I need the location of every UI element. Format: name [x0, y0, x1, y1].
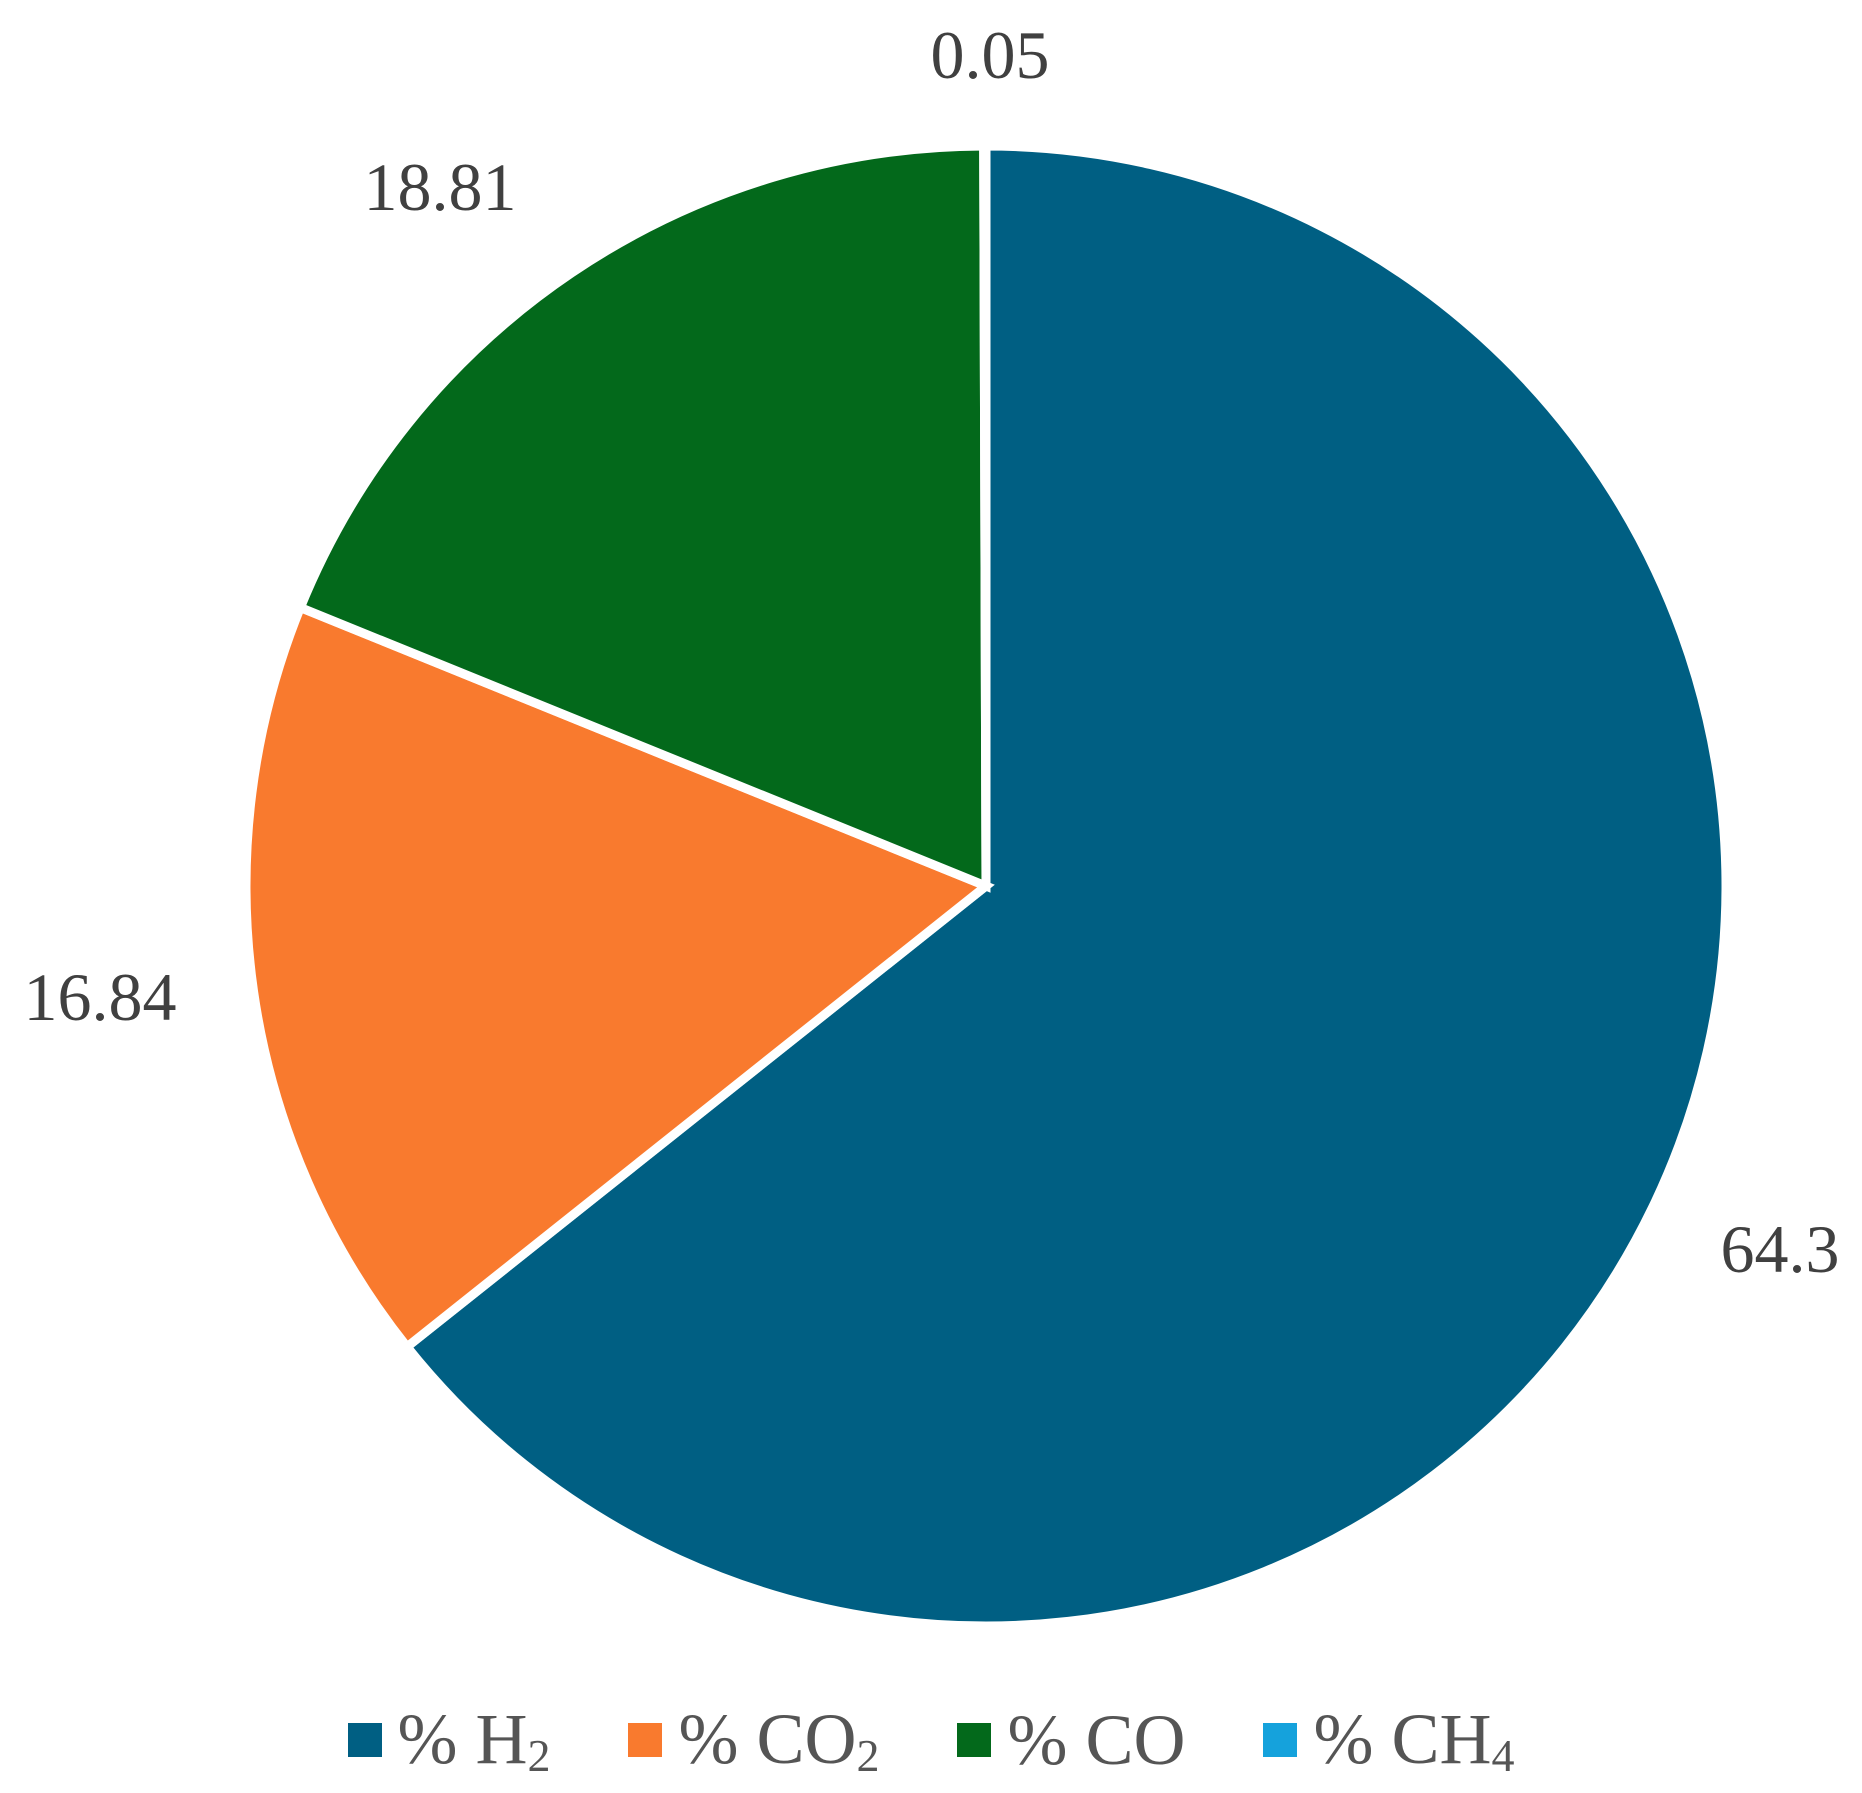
legend-label: % H2 — [397, 1699, 551, 1781]
legend-label: % CO — [1007, 1699, 1186, 1780]
legend-swatch — [957, 1723, 992, 1757]
legend-item-0: % H2 — [347, 1698, 551, 1782]
data-label-2: 18.81 — [364, 149, 517, 225]
legend-swatch — [628, 1723, 663, 1757]
legend-swatch — [347, 1723, 382, 1757]
legend-item-1: % CO2 — [628, 1698, 879, 1782]
data-label-0: 64.3 — [1721, 1211, 1840, 1287]
pie-data-labels: 64.3 16.84 18.81 0.05 — [24, 17, 1840, 1287]
legend-item-2: % CO — [957, 1699, 1185, 1782]
legend-item-3: % CH4 — [1263, 1698, 1514, 1782]
pie-slice-1 — [241, 601, 995, 1354]
pie-slice-2 — [294, 141, 991, 893]
data-label-3: 0.05 — [931, 17, 1050, 93]
pie-slice-0 — [400, 141, 1731, 1631]
legend-swatch — [1263, 1723, 1298, 1757]
data-label-1: 16.84 — [24, 959, 177, 1035]
legend-label: % CO2 — [678, 1699, 880, 1781]
pie-slice-3 — [979, 141, 991, 887]
chart-legend: % H2 % CO2 % CO % CH4 — [0, 1698, 1862, 1782]
legend-label: % CH4 — [1313, 1699, 1515, 1781]
pie-slices — [241, 141, 1731, 1631]
